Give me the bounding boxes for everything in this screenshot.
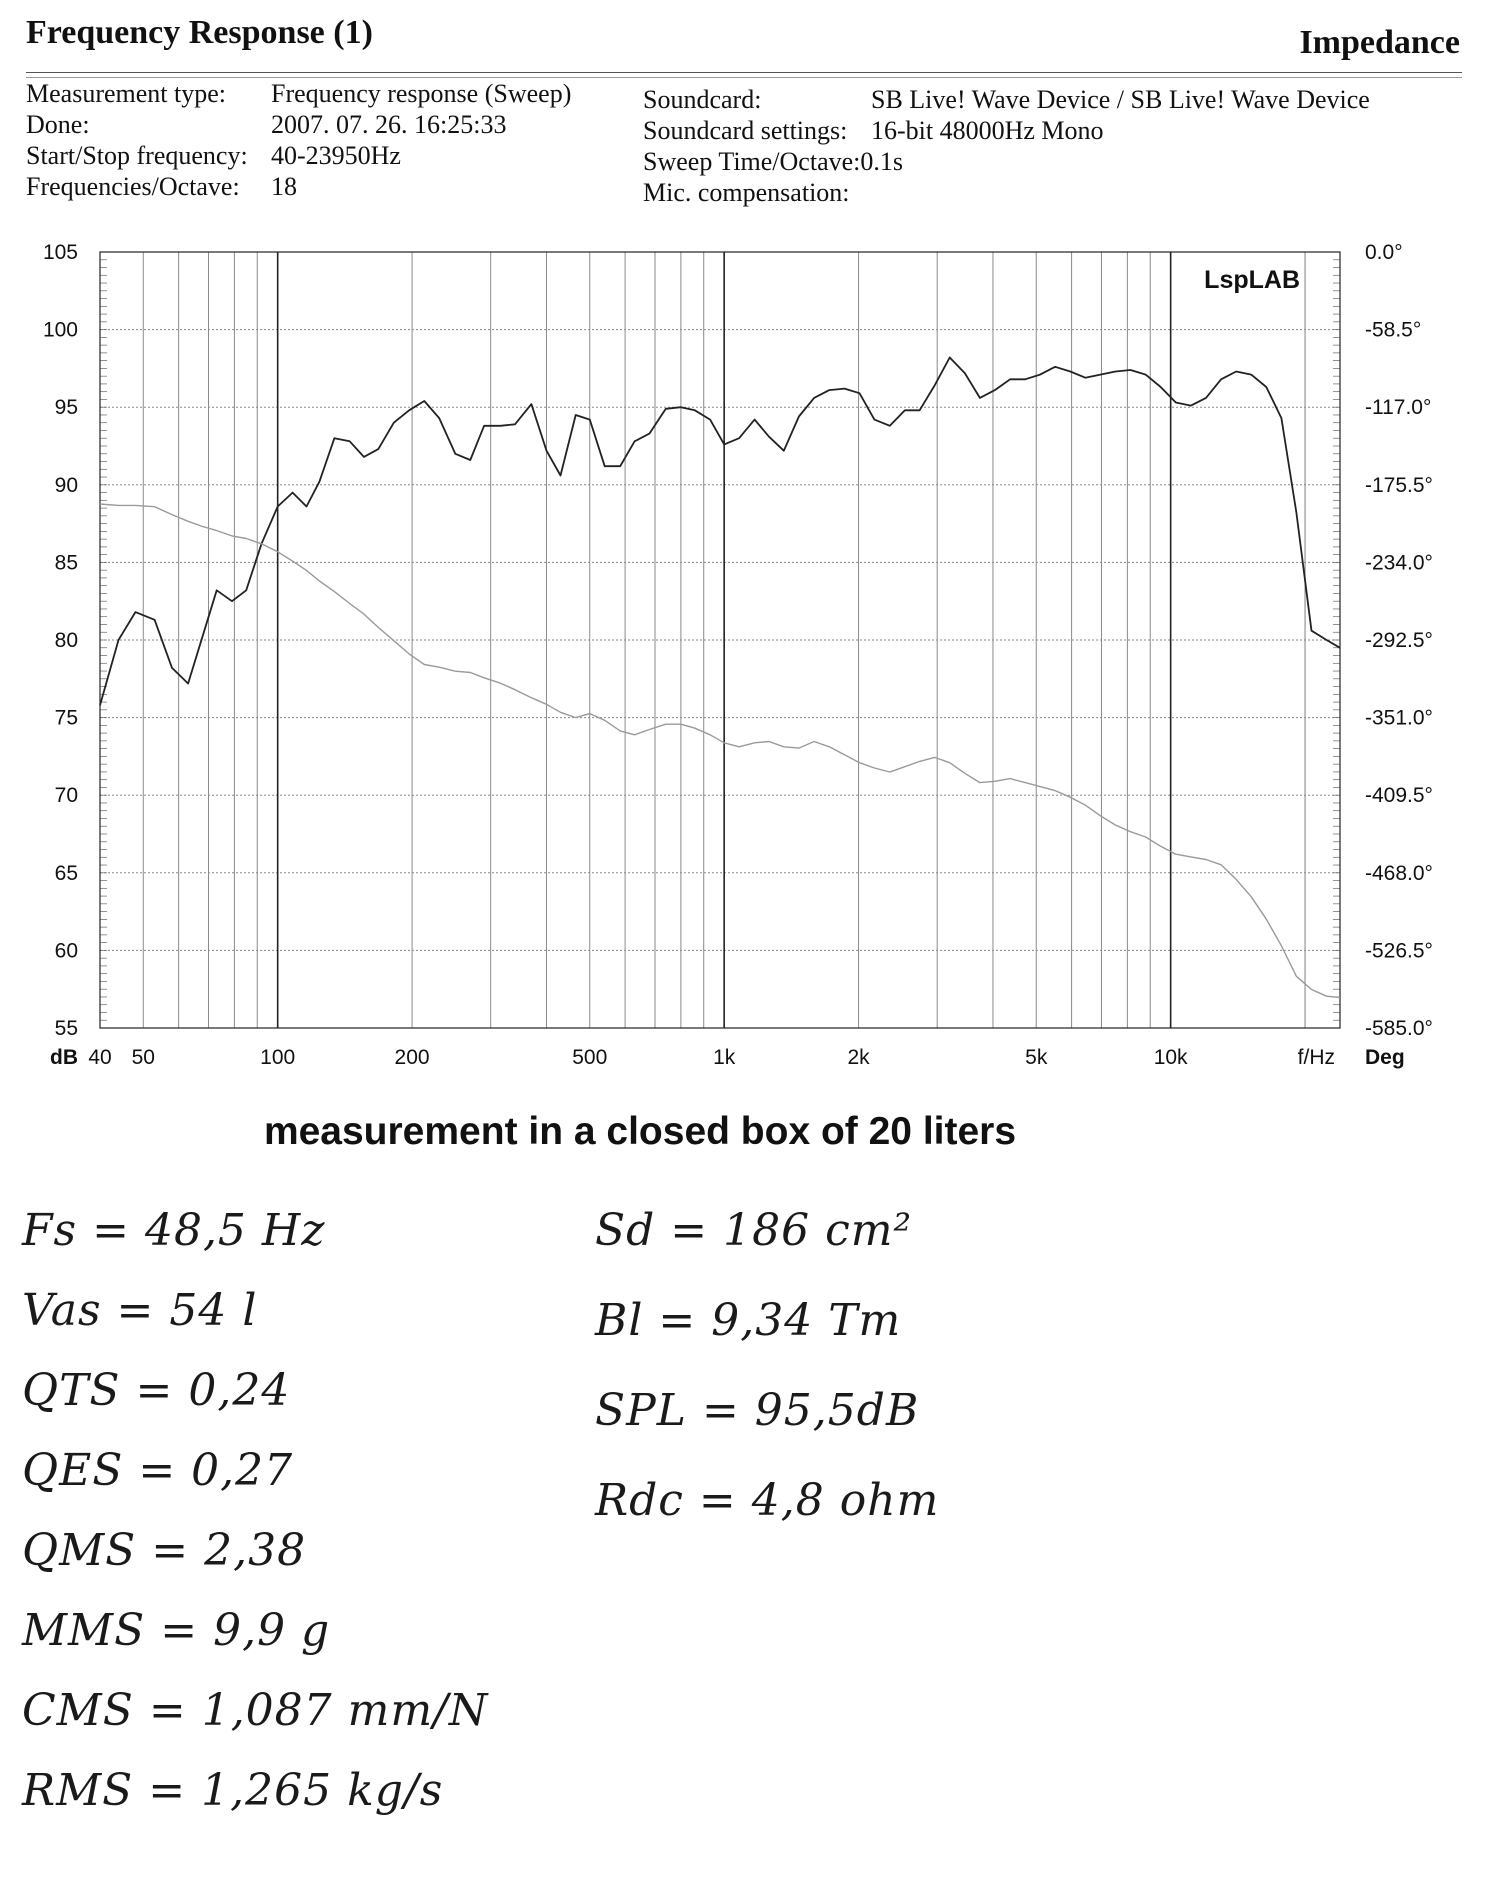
y-tick-label-right: -409.5° [1365,784,1433,807]
y-tick-label-right: -292.5° [1365,629,1433,652]
meta-label: Soundcard settings: [643,116,848,145]
meta-row-mic-compensation: Mic. compensation: [643,177,1370,208]
header-rule [26,72,1462,73]
y-tick-label-left: 55 [55,1017,78,1040]
x-tick-label: 500 [572,1046,607,1069]
y-tick-label-left: 90 [55,474,78,497]
y-tick-label-right: -117.0° [1365,396,1431,419]
meta-value: Frequency response (Sweep) [271,79,572,108]
x-tick-label: 50 [132,1046,155,1069]
meta-row-frequencies-octave: Frequencies/Octave: 18 [26,171,571,202]
meta-value: 18 [271,172,297,201]
header-rule-secondary [26,77,1462,78]
meta-row-done: Done: 2007. 07. 26. 16:25:33 [26,109,571,140]
y-tick-label-left: 105 [43,241,78,264]
y-tick-label-left: 80 [55,629,78,652]
meta-value: 0.1s [860,147,903,176]
x-tick-label: 100 [260,1046,295,1069]
impedance-title: Impedance [1299,24,1460,61]
x-tick-label: 1k [713,1046,736,1069]
note-left-line: QTS = 0,24 [22,1365,291,1416]
y-tick-label-right: -234.0° [1365,551,1433,574]
y-tick-label-left: 65 [55,862,78,885]
note-left-line: Vas = 54 l [22,1285,258,1336]
brand-label: LspLAB [1204,266,1300,294]
meta-right-block: Soundcard: SB Live! Wave Device / SB Live… [643,84,1370,208]
y-tick-label-right: -468.0° [1365,862,1433,885]
meta-label: Done: [26,110,90,139]
meta-row-soundcard-settings: Soundcard settings: 16-bit 48000Hz Mono [643,115,1370,146]
series-line-magnitude [99,356,1341,706]
y-tick-label-right: -585.0° [1365,1017,1433,1040]
y-tick-label-left: 100 [43,319,78,342]
x-tick-label: 200 [395,1046,430,1069]
note-left-line: CMS = 1,087 mm/N [22,1685,489,1736]
y-tick-label-right: -58.5° [1365,319,1421,342]
y-tick-label-left: 85 [55,551,78,574]
x-tick-label: 2k [847,1046,870,1069]
note-left-line: Fs = 48,5 Hz [22,1205,326,1256]
y-tick-label-left: 60 [55,939,78,962]
x-tick-label: 10k [1154,1046,1188,1069]
meta-row-measurement-type: Measurement type: Frequency response (Swe… [26,78,571,109]
meta-label: Mic. compensation: [643,178,850,207]
frequency-response-chart: 105 100 95 90 85 80 75 70 65 60 55 0.0° -58.5° -117.0… [43,241,1433,1069]
note-right-line: Bl = 9,34 Tm [595,1295,902,1346]
y-tick-label-right: 0.0° [1365,241,1403,264]
meta-value: 16-bit 48000Hz Mono [871,116,1104,145]
plot-frame [99,251,1341,1029]
meta-label: Measurement type: [26,79,226,108]
x-tick-label: 40 [88,1046,111,1069]
y-tick-label-left: 75 [55,707,78,730]
note-left-line: MMS = 9,9 g [22,1605,331,1656]
note-right-line: SPL = 95,5dB [595,1385,920,1436]
y-tick-label-right: -175.5° [1365,474,1433,497]
x-axis-label: f/Hz [1298,1046,1335,1069]
meta-row-start-stop: Start/Stop frequency: 40-23950Hz [26,140,571,171]
meta-left-block: Measurement type: Frequency response (Swe… [26,78,571,202]
note-left-line: QES = 0,27 [22,1445,294,1496]
meta-label: Sweep Time/Octave: [643,147,861,176]
y-axis-unit-left: dB [50,1046,78,1069]
meta-value: 2007. 07. 26. 16:25:33 [271,110,507,139]
meta-row-sweep-time: Sweep Time/Octave:0.1s [643,146,1370,177]
meta-value: 40-23950Hz [271,141,401,170]
meta-value: SB Live! Wave Device / SB Live! Wave Dev… [871,85,1370,114]
y-tick-label-right: -526.5° [1365,939,1433,962]
note-right-line: Rdc = 4,8 ohm [595,1475,940,1526]
note-right-line: Sd = 186 cm² [595,1205,913,1256]
meta-label: Start/Stop frequency: [26,141,248,170]
meta-label: Frequencies/Octave: [26,172,240,201]
measurement-caption: measurement in a closed box of 20 liters [263,1110,1017,1153]
y-tick-label-left: 95 [55,396,78,419]
y-tick-label-right: -351.0° [1365,707,1433,730]
meta-row-soundcard: Soundcard: SB Live! Wave Device / SB Live… [643,84,1370,115]
y-axis-unit-right: Deg [1365,1046,1405,1069]
note-left-line: QMS = 2,38 [22,1525,307,1576]
report-title: Frequency Response (1) [26,14,373,51]
y-tick-label-left: 70 [55,784,78,807]
series-line-phase [99,503,1341,999]
x-tick-label: 5k [1025,1046,1048,1069]
meta-label: Soundcard: [643,85,762,114]
note-left-line: RMS = 1,265 kg/s [22,1765,444,1816]
